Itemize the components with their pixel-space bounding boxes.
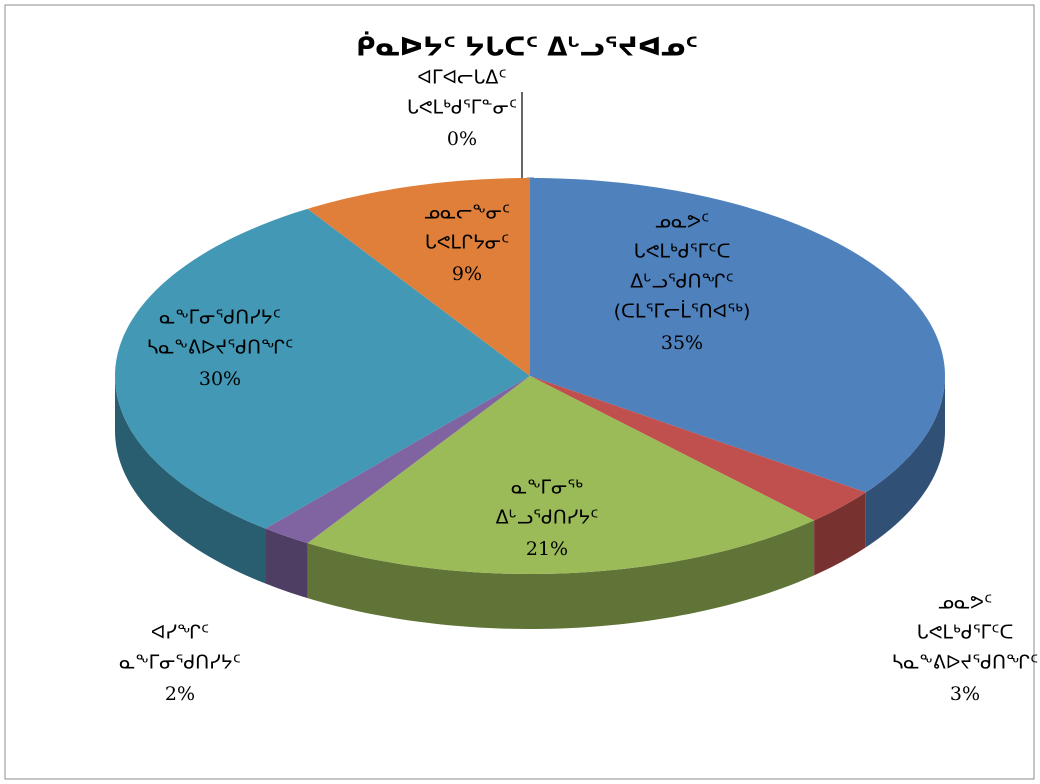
data-value-label: 9% — [452, 263, 482, 285]
data-value-label: 0% — [447, 128, 477, 150]
slice — [530, 376, 866, 521]
data-label: ᐃᒡᓗᕐᑯᑎᖏᑦ — [630, 271, 733, 293]
slice — [307, 178, 530, 376]
slice — [265, 376, 530, 544]
data-label: ᓄᓇᕗᑦ — [938, 592, 992, 614]
data-label: ᐃᒡᓗᕐᑯᑎᓯᔭᑦ — [496, 507, 599, 529]
data-label: ᓇᖕᒥᓂᕐᑯᑎᓯᔭᑦ — [119, 652, 241, 674]
data-label: ᓴᓇᖕᕕᐅᔪᕐᑯᑎᖏᑦ — [892, 652, 1038, 674]
slice — [307, 376, 815, 574]
slice-side — [865, 376, 945, 548]
data-value-label: 35% — [661, 332, 703, 354]
data-value-label: 2% — [165, 683, 195, 705]
slice-side — [265, 528, 308, 599]
data-value-label: 3% — [950, 683, 980, 705]
data-label: ᐊᒥᐊᓕᒐᐃᑦ — [417, 67, 506, 89]
chart-title: ᑮᓇᐅᔭᑦ ᔭᒐᑕᑦ ᐃᒡᓗᕐᔪᐊᓄᑦ — [356, 31, 698, 63]
slice-side — [307, 520, 815, 629]
slice — [115, 208, 530, 529]
data-label: ᓇᖕᒥᓂᕐᑯᑎᓯᔭᑦ — [159, 307, 281, 329]
data-label: ᐊᓯᖏᑦ — [151, 622, 209, 644]
slice-side — [814, 492, 866, 576]
data-label: ᓄᓇᕗᑦ — [655, 211, 709, 233]
data-label: ᒐᕙᒪᒃᑯᕐᒥᑦᑕ — [634, 241, 731, 263]
data-label: ᓴᓇᖕᕕᐅᔪᕐᑯᑎᖏᑦ — [147, 337, 293, 359]
data-label: ᒐᕙᒪᒃᑯᕐᒥᓐᓂᑦ — [407, 97, 517, 119]
data-label: ᓄᓇᓕᖕᓂᑦ — [424, 202, 510, 224]
data-label: ᓇᖕᒥᓂᖅ — [511, 477, 583, 499]
data-label: ᒐᕙᒪᒋᔭᓂᑦ — [425, 232, 510, 254]
data-label: ᒐᕙᒪᒃᑯᕐᒥᑦᑕ — [917, 622, 1014, 644]
slice-side — [115, 376, 266, 584]
data-label: (ᑕᒪᕐᒥᓕᒫᕐᑎᐊᖅ) — [614, 300, 751, 323]
data-value-label: 30% — [199, 368, 241, 390]
slice — [530, 178, 945, 493]
data-value-label: 21% — [526, 538, 568, 560]
